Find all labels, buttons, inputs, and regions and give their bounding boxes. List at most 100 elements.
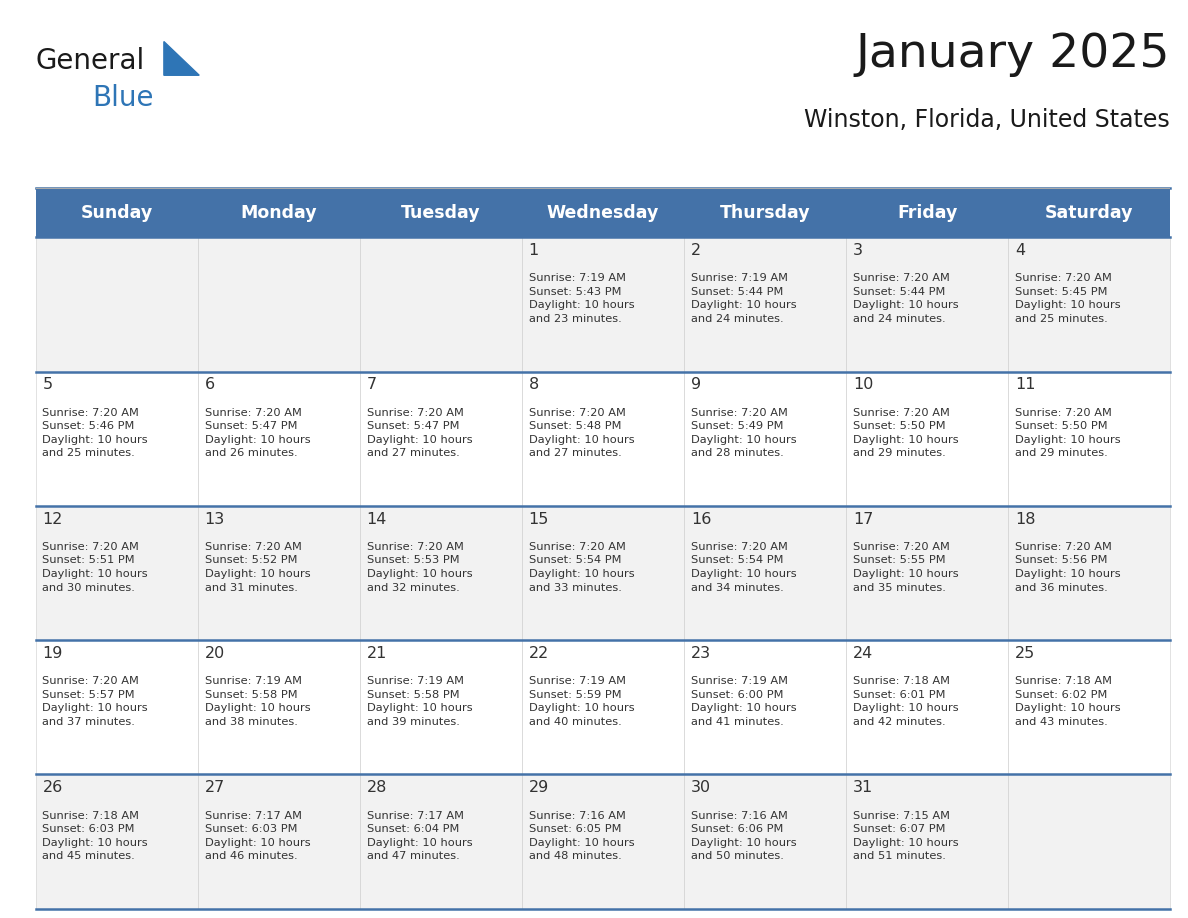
- Text: 22: 22: [529, 646, 549, 661]
- Text: Sunrise: 7:18 AM
Sunset: 6:02 PM
Daylight: 10 hours
and 43 minutes.: Sunrise: 7:18 AM Sunset: 6:02 PM Dayligh…: [1015, 677, 1120, 727]
- Text: 21: 21: [367, 646, 387, 661]
- Text: Saturday: Saturday: [1045, 204, 1133, 221]
- Text: 15: 15: [529, 511, 549, 527]
- Text: Sunrise: 7:18 AM
Sunset: 6:01 PM
Daylight: 10 hours
and 42 minutes.: Sunrise: 7:18 AM Sunset: 6:01 PM Dayligh…: [853, 677, 959, 727]
- Text: Sunrise: 7:16 AM
Sunset: 6:05 PM
Daylight: 10 hours
and 48 minutes.: Sunrise: 7:16 AM Sunset: 6:05 PM Dayligh…: [529, 811, 634, 861]
- Bar: [522, 372, 684, 506]
- Text: Sunrise: 7:19 AM
Sunset: 5:44 PM
Daylight: 10 hours
and 24 minutes.: Sunrise: 7:19 AM Sunset: 5:44 PM Dayligh…: [690, 274, 796, 324]
- Text: 1: 1: [529, 243, 539, 258]
- Bar: [846, 188, 1009, 237]
- Bar: [197, 188, 360, 237]
- Text: 6: 6: [204, 377, 215, 392]
- Text: 25: 25: [1015, 646, 1035, 661]
- Text: Sunrise: 7:20 AM
Sunset: 5:56 PM
Daylight: 10 hours
and 36 minutes.: Sunrise: 7:20 AM Sunset: 5:56 PM Dayligh…: [1015, 542, 1120, 593]
- Text: Winston, Florida, United States: Winston, Florida, United States: [804, 108, 1170, 132]
- Text: 10: 10: [853, 377, 873, 392]
- Text: 17: 17: [853, 511, 873, 527]
- Text: Tuesday: Tuesday: [402, 204, 481, 221]
- Polygon shape: [164, 41, 200, 75]
- Text: Sunrise: 7:19 AM
Sunset: 5:58 PM
Daylight: 10 hours
and 39 minutes.: Sunrise: 7:19 AM Sunset: 5:58 PM Dayligh…: [367, 677, 472, 727]
- Text: Sunrise: 7:20 AM
Sunset: 5:50 PM
Daylight: 10 hours
and 29 minutes.: Sunrise: 7:20 AM Sunset: 5:50 PM Dayligh…: [1015, 408, 1120, 458]
- Text: 20: 20: [204, 646, 225, 661]
- Text: Sunrise: 7:19 AM
Sunset: 5:43 PM
Daylight: 10 hours
and 23 minutes.: Sunrise: 7:19 AM Sunset: 5:43 PM Dayligh…: [529, 274, 634, 324]
- Bar: [846, 640, 1009, 775]
- Text: 29: 29: [529, 780, 549, 795]
- Text: 13: 13: [204, 511, 225, 527]
- Bar: [1009, 188, 1170, 237]
- Text: Blue: Blue: [93, 84, 153, 112]
- Bar: [522, 188, 684, 237]
- Text: Friday: Friday: [897, 204, 958, 221]
- Text: Sunrise: 7:20 AM
Sunset: 5:49 PM
Daylight: 10 hours
and 28 minutes.: Sunrise: 7:20 AM Sunset: 5:49 PM Dayligh…: [690, 408, 796, 458]
- Text: Sunrise: 7:18 AM
Sunset: 6:03 PM
Daylight: 10 hours
and 45 minutes.: Sunrise: 7:18 AM Sunset: 6:03 PM Dayligh…: [43, 811, 148, 861]
- Bar: [522, 775, 684, 909]
- Text: Sunrise: 7:20 AM
Sunset: 5:54 PM
Daylight: 10 hours
and 34 minutes.: Sunrise: 7:20 AM Sunset: 5:54 PM Dayligh…: [690, 542, 796, 593]
- Text: 3: 3: [853, 243, 862, 258]
- Text: Sunrise: 7:20 AM
Sunset: 5:47 PM
Daylight: 10 hours
and 27 minutes.: Sunrise: 7:20 AM Sunset: 5:47 PM Dayligh…: [367, 408, 472, 458]
- Text: 27: 27: [204, 780, 225, 795]
- Text: 4: 4: [1015, 243, 1025, 258]
- Bar: [1009, 640, 1170, 775]
- Bar: [522, 640, 684, 775]
- Bar: [684, 372, 846, 506]
- Bar: [36, 775, 197, 909]
- Bar: [522, 237, 684, 372]
- Bar: [684, 506, 846, 640]
- Text: Sunrise: 7:20 AM
Sunset: 5:57 PM
Daylight: 10 hours
and 37 minutes.: Sunrise: 7:20 AM Sunset: 5:57 PM Dayligh…: [43, 677, 148, 727]
- Text: Sunrise: 7:17 AM
Sunset: 6:04 PM
Daylight: 10 hours
and 47 minutes.: Sunrise: 7:17 AM Sunset: 6:04 PM Dayligh…: [367, 811, 472, 861]
- Bar: [197, 775, 360, 909]
- Bar: [197, 237, 360, 372]
- Bar: [522, 506, 684, 640]
- Text: Sunrise: 7:17 AM
Sunset: 6:03 PM
Daylight: 10 hours
and 46 minutes.: Sunrise: 7:17 AM Sunset: 6:03 PM Dayligh…: [204, 811, 310, 861]
- Text: 8: 8: [529, 377, 539, 392]
- Text: 2: 2: [690, 243, 701, 258]
- Bar: [360, 640, 522, 775]
- Text: Monday: Monday: [240, 204, 317, 221]
- Text: 5: 5: [43, 377, 52, 392]
- Text: Thursday: Thursday: [720, 204, 810, 221]
- Text: 26: 26: [43, 780, 63, 795]
- Text: Sunrise: 7:16 AM
Sunset: 6:06 PM
Daylight: 10 hours
and 50 minutes.: Sunrise: 7:16 AM Sunset: 6:06 PM Dayligh…: [690, 811, 796, 861]
- Text: Sunrise: 7:20 AM
Sunset: 5:45 PM
Daylight: 10 hours
and 25 minutes.: Sunrise: 7:20 AM Sunset: 5:45 PM Dayligh…: [1015, 274, 1120, 324]
- Bar: [1009, 775, 1170, 909]
- Bar: [684, 775, 846, 909]
- Text: Sunrise: 7:20 AM
Sunset: 5:55 PM
Daylight: 10 hours
and 35 minutes.: Sunrise: 7:20 AM Sunset: 5:55 PM Dayligh…: [853, 542, 959, 593]
- Text: Sunday: Sunday: [81, 204, 153, 221]
- Text: General: General: [36, 47, 145, 75]
- Text: Sunrise: 7:20 AM
Sunset: 5:51 PM
Daylight: 10 hours
and 30 minutes.: Sunrise: 7:20 AM Sunset: 5:51 PM Dayligh…: [43, 542, 148, 593]
- Bar: [197, 372, 360, 506]
- Bar: [360, 372, 522, 506]
- Text: 9: 9: [690, 377, 701, 392]
- Text: 23: 23: [690, 646, 710, 661]
- Text: Sunrise: 7:20 AM
Sunset: 5:50 PM
Daylight: 10 hours
and 29 minutes.: Sunrise: 7:20 AM Sunset: 5:50 PM Dayligh…: [853, 408, 959, 458]
- Text: Sunrise: 7:20 AM
Sunset: 5:46 PM
Daylight: 10 hours
and 25 minutes.: Sunrise: 7:20 AM Sunset: 5:46 PM Dayligh…: [43, 408, 148, 458]
- Bar: [360, 237, 522, 372]
- Text: Sunrise: 7:20 AM
Sunset: 5:47 PM
Daylight: 10 hours
and 26 minutes.: Sunrise: 7:20 AM Sunset: 5:47 PM Dayligh…: [204, 408, 310, 458]
- Bar: [36, 188, 197, 237]
- Text: Sunrise: 7:19 AM
Sunset: 6:00 PM
Daylight: 10 hours
and 41 minutes.: Sunrise: 7:19 AM Sunset: 6:00 PM Dayligh…: [690, 677, 796, 727]
- Text: Sunrise: 7:20 AM
Sunset: 5:48 PM
Daylight: 10 hours
and 27 minutes.: Sunrise: 7:20 AM Sunset: 5:48 PM Dayligh…: [529, 408, 634, 458]
- Text: 11: 11: [1015, 377, 1036, 392]
- Text: Sunrise: 7:20 AM
Sunset: 5:53 PM
Daylight: 10 hours
and 32 minutes.: Sunrise: 7:20 AM Sunset: 5:53 PM Dayligh…: [367, 542, 472, 593]
- Bar: [846, 372, 1009, 506]
- Text: Sunrise: 7:20 AM
Sunset: 5:52 PM
Daylight: 10 hours
and 31 minutes.: Sunrise: 7:20 AM Sunset: 5:52 PM Dayligh…: [204, 542, 310, 593]
- Text: 31: 31: [853, 780, 873, 795]
- Bar: [197, 640, 360, 775]
- Bar: [360, 775, 522, 909]
- Bar: [36, 506, 197, 640]
- Text: 14: 14: [367, 511, 387, 527]
- Bar: [360, 188, 522, 237]
- Bar: [684, 640, 846, 775]
- Bar: [846, 775, 1009, 909]
- Text: Wednesday: Wednesday: [546, 204, 659, 221]
- Text: January 2025: January 2025: [855, 32, 1170, 77]
- Text: Sunrise: 7:15 AM
Sunset: 6:07 PM
Daylight: 10 hours
and 51 minutes.: Sunrise: 7:15 AM Sunset: 6:07 PM Dayligh…: [853, 811, 959, 861]
- Bar: [846, 237, 1009, 372]
- Bar: [1009, 506, 1170, 640]
- Text: Sunrise: 7:20 AM
Sunset: 5:54 PM
Daylight: 10 hours
and 33 minutes.: Sunrise: 7:20 AM Sunset: 5:54 PM Dayligh…: [529, 542, 634, 593]
- Text: 24: 24: [853, 646, 873, 661]
- Text: 7: 7: [367, 377, 377, 392]
- Bar: [1009, 237, 1170, 372]
- Bar: [36, 372, 197, 506]
- Text: 18: 18: [1015, 511, 1036, 527]
